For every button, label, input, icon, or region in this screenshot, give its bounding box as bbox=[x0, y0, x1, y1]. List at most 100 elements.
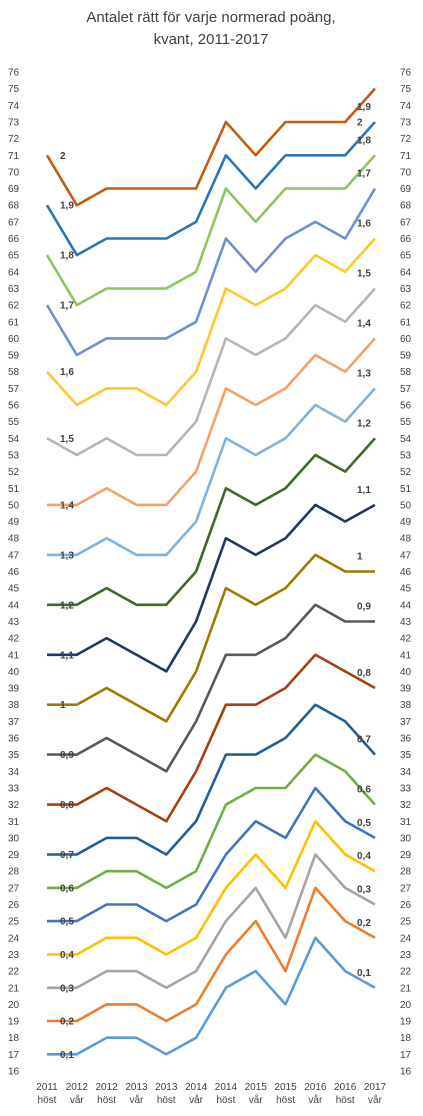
y-tick-label-right: 19 bbox=[400, 1017, 412, 1028]
y-tick-label-right: 48 bbox=[400, 534, 412, 545]
series-label-right: 1,4 bbox=[357, 318, 371, 329]
y-tick-label-right: 37 bbox=[400, 717, 412, 728]
series-label-right: 2 bbox=[357, 117, 363, 128]
y-tick-label-right: 62 bbox=[400, 301, 412, 312]
y-tick-label-left: 32 bbox=[8, 800, 20, 811]
series-label-right: 1,2 bbox=[357, 418, 371, 429]
y-tick-label-left: 36 bbox=[8, 734, 20, 745]
series-label-left: 0,8 bbox=[60, 800, 74, 811]
y-tick-label-right: 35 bbox=[400, 750, 412, 761]
y-tick-label-right: 63 bbox=[400, 284, 412, 295]
x-tick-label-year: 2012 bbox=[96, 1082, 119, 1093]
y-tick-label-left: 76 bbox=[8, 68, 20, 79]
y-tick-label-left: 35 bbox=[8, 750, 20, 761]
series-line-0-2 bbox=[47, 886, 376, 1023]
y-tick-label-left: 28 bbox=[8, 867, 20, 878]
x-tick-label-year: 2015 bbox=[245, 1082, 268, 1093]
y-tick-label-left: 69 bbox=[8, 184, 20, 195]
y-tick-label-right: 76 bbox=[400, 68, 412, 79]
y-tick-label-right: 21 bbox=[400, 983, 412, 994]
series-line-0-6 bbox=[47, 753, 376, 890]
series-label-right: 1,7 bbox=[357, 169, 371, 180]
y-tick-label-left: 60 bbox=[8, 334, 20, 345]
y-tick-label-left: 17 bbox=[8, 1050, 20, 1061]
x-tick-label-term: höst bbox=[157, 1095, 176, 1106]
x-tick-label-term: vår bbox=[70, 1094, 85, 1106]
y-tick-label-right: 65 bbox=[400, 251, 412, 262]
y-tick-label-left: 57 bbox=[8, 384, 20, 395]
y-tick-label-left: 16 bbox=[8, 1067, 20, 1078]
series-label-right: 0,1 bbox=[357, 968, 371, 979]
y-tick-label-right: 25 bbox=[400, 917, 412, 928]
x-tick-label-term: höst bbox=[97, 1095, 116, 1106]
y-tick-label-right: 42 bbox=[400, 634, 412, 645]
y-tick-label-right: 60 bbox=[400, 334, 412, 345]
y-tick-label-left: 26 bbox=[8, 900, 20, 911]
y-tick-label-right: 31 bbox=[400, 817, 412, 828]
y-tick-label-left: 48 bbox=[8, 534, 20, 545]
y-tick-label-left: 34 bbox=[8, 767, 20, 778]
y-tick-label-left: 66 bbox=[8, 234, 20, 245]
y-tick-label-left: 29 bbox=[8, 850, 20, 861]
y-tick-label-left: 56 bbox=[8, 401, 20, 412]
y-tick-label-right: 27 bbox=[400, 883, 412, 894]
y-tick-label-left: 38 bbox=[8, 700, 20, 711]
y-tick-label-right: 22 bbox=[400, 967, 412, 978]
x-tick-label-year: 2015 bbox=[274, 1082, 297, 1093]
y-tick-label-right: 56 bbox=[400, 401, 412, 412]
x-tick-label-year: 2014 bbox=[215, 1082, 238, 1093]
y-tick-label-right: 50 bbox=[400, 500, 412, 511]
y-tick-label-right: 67 bbox=[400, 217, 412, 228]
y-tick-label-right: 26 bbox=[400, 900, 412, 911]
y-tick-label-right: 49 bbox=[400, 517, 412, 528]
x-axis: 2011höst2012vår2012höst2013vår2013höst20… bbox=[36, 1082, 386, 1106]
series-line-1-9 bbox=[45, 121, 376, 257]
x-tick-label-term: vår bbox=[308, 1094, 323, 1106]
y-tick-label-right: 38 bbox=[400, 700, 412, 711]
y-tick-label-left: 20 bbox=[8, 1000, 20, 1011]
y-tick-label-right: 70 bbox=[400, 167, 412, 178]
y-tick-label-right: 57 bbox=[400, 384, 412, 395]
y-tick-label-left: 40 bbox=[8, 667, 20, 678]
y-tick-label-right: 41 bbox=[400, 650, 412, 661]
y-tick-label-right: 71 bbox=[400, 151, 412, 162]
series-label-right: 1,8 bbox=[357, 135, 371, 146]
y-tick-label-left: 72 bbox=[8, 134, 20, 145]
series-line-0-9 bbox=[47, 603, 375, 773]
series-label-left: 0,5 bbox=[60, 917, 74, 928]
y-tick-label-right: 72 bbox=[400, 134, 412, 145]
series-line-0-1 bbox=[47, 936, 376, 1056]
x-tick-label-term: vår bbox=[130, 1094, 145, 1106]
series-label-right: 0,8 bbox=[357, 668, 371, 679]
y-tick-label-left: 42 bbox=[8, 634, 20, 645]
y-tick-label-right: 73 bbox=[400, 117, 412, 128]
y-tick-label-left: 53 bbox=[8, 450, 20, 461]
y-tick-label-left: 33 bbox=[8, 783, 20, 794]
y-tick-label-left: 55 bbox=[8, 417, 20, 428]
series-label-left: 1 bbox=[60, 700, 66, 711]
y-tick-label-right: 47 bbox=[400, 550, 412, 561]
y-tick-label-right: 58 bbox=[400, 367, 412, 378]
series-label-left: 0,6 bbox=[60, 883, 74, 894]
series-label-left: 1,8 bbox=[60, 251, 74, 262]
y-tick-label-right: 66 bbox=[400, 234, 412, 245]
y-tick-label-right: 54 bbox=[400, 434, 412, 445]
x-tick-label-year: 2012 bbox=[66, 1082, 89, 1093]
series-label-left: 1,1 bbox=[60, 650, 74, 661]
y-tick-label-right: 51 bbox=[400, 484, 412, 495]
y-tick-label-left: 65 bbox=[8, 251, 20, 262]
series-label-left: 0,4 bbox=[60, 950, 74, 961]
x-tick-label-term: höst bbox=[216, 1095, 235, 1106]
y-tick-label-right: 46 bbox=[400, 567, 412, 578]
series-label-right: 0,2 bbox=[357, 918, 371, 929]
x-tick-label-year: 2016 bbox=[304, 1082, 327, 1093]
series-line-1-3 bbox=[47, 387, 376, 557]
y-tick-label-left: 52 bbox=[8, 467, 20, 478]
y-tick-label-right: 24 bbox=[400, 933, 412, 944]
series-line-0-7 bbox=[47, 703, 376, 856]
series-label-right: 0,7 bbox=[357, 735, 371, 746]
y-tick-label-left: 22 bbox=[8, 967, 20, 978]
y-tick-label-left: 50 bbox=[8, 500, 20, 511]
y-tick-label-right: 45 bbox=[400, 584, 412, 595]
series-line-0-8 bbox=[47, 653, 376, 823]
